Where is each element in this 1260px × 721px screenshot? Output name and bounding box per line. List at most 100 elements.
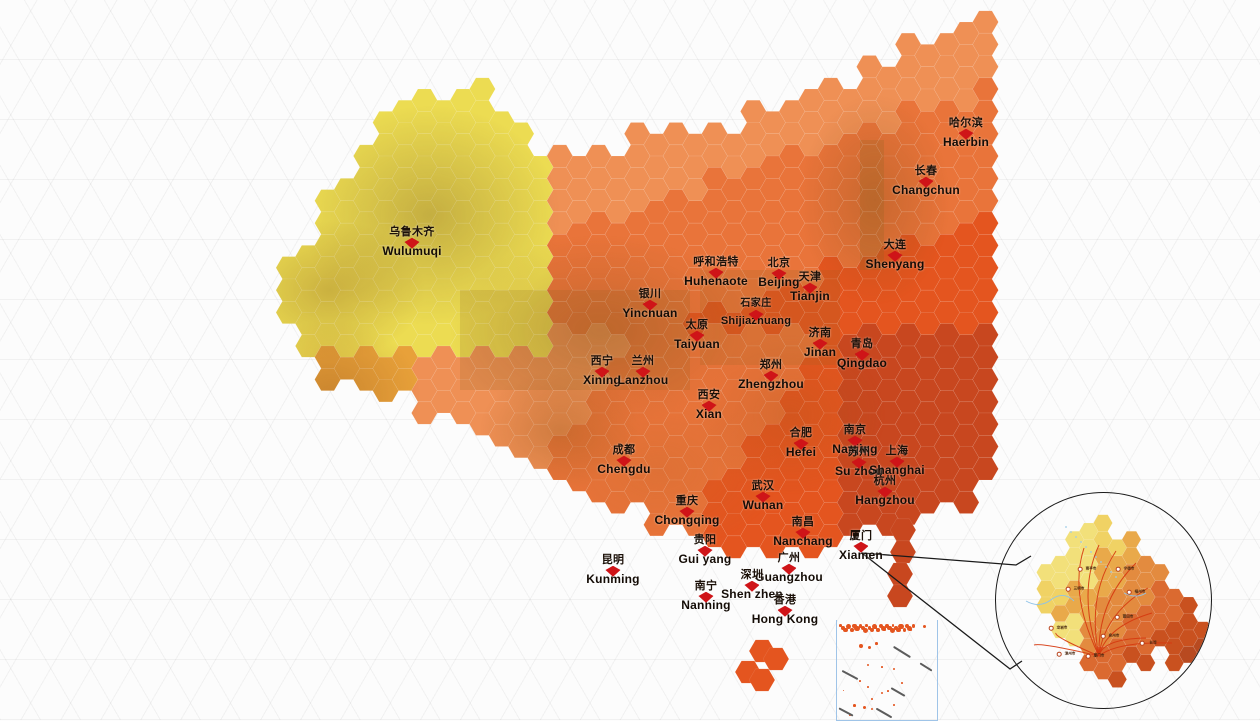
city-name-pinyin: Lanzhou — [617, 372, 669, 387]
map-pin-icon — [812, 338, 828, 350]
sea-island-dot — [911, 624, 916, 628]
map-pin-icon — [889, 456, 905, 468]
city-name-cn: 深圳 — [740, 568, 764, 581]
inset-city-label: 泉州市 — [1108, 633, 1120, 638]
city-label-wuhan[interactable]: 武汉 Wuhan — [743, 480, 784, 511]
city-label-xiamen[interactable]: 厦门 Xiamen — [839, 530, 883, 561]
city-name-pinyin: Beijing — [758, 274, 800, 289]
south-china-sea-inset — [836, 620, 938, 721]
hex-tile-hainan[interactable] — [762, 647, 790, 671]
sea-island-dot — [889, 628, 895, 634]
city-label-zhengzhou[interactable]: 郑州 Zhengzhou — [738, 358, 804, 390]
city-label-gui-yang[interactable]: 贵阳 Gui yang — [679, 534, 732, 565]
flow-line — [1055, 632, 1100, 657]
city-label-chengdu[interactable]: 成都 Chengdu — [597, 444, 650, 475]
city-label-hangzhou[interactable]: 杭州 Hangzhou — [855, 475, 915, 506]
city-label-beijing[interactable]: 北京 Beijing — [758, 257, 800, 289]
nine-dash-segment — [919, 662, 933, 672]
river-dot — [1115, 576, 1117, 578]
city-label-hefei[interactable]: 合肥 Hefei — [786, 427, 816, 458]
city-name-pinyin: Yinchuan — [622, 305, 678, 320]
city-name-cn: 长春 — [914, 164, 938, 177]
sea-island-dot — [881, 666, 883, 668]
sea-island-dot — [871, 708, 873, 710]
inset-hex-tile[interactable] — [1193, 654, 1211, 672]
city-label-taiyuan[interactable]: 太原 Taiyuan — [674, 319, 720, 351]
city-label-yinchuan[interactable]: 银川 Yinchuan — [622, 287, 678, 320]
city-label-shen-zhen[interactable]: 深圳 Shen zhen — [721, 568, 783, 600]
city-label-shenyang[interactable]: 大连 Shenyang — [866, 238, 925, 270]
city-label-huhehaote[interactable]: 呼和浩特 Huhehaote — [684, 255, 748, 287]
inset-city-dot — [1139, 640, 1145, 646]
inset-city-label: 台湾 — [1149, 640, 1157, 645]
hex-tile-hainan[interactable] — [748, 668, 776, 692]
city-name-pinyin: Xining — [583, 372, 621, 387]
city-label-kunming[interactable]: 昆明 Kunming — [586, 554, 639, 585]
city-name-cn: 哈尔滨 — [948, 116, 984, 129]
river-dot — [1095, 556, 1097, 558]
hex-tile[interactable] — [972, 457, 999, 481]
map-pin-icon — [777, 605, 793, 617]
city-label-jinan[interactable]: 济南 Jinan — [804, 326, 836, 358]
hex-tile-taiwan[interactable] — [886, 584, 914, 608]
city-label-qingdao[interactable]: 青岛 Qingdao — [837, 338, 887, 369]
city-label-guangzhou[interactable]: 广州 Guangzhou — [755, 552, 823, 583]
map-pin-icon — [781, 563, 797, 575]
river-line — [1025, 595, 1075, 605]
city-name-pinyin: Nanning — [681, 597, 731, 612]
inset-city-label: 龙岩市 — [1056, 625, 1068, 630]
sea-island-dot — [863, 706, 867, 710]
flow-line — [1098, 637, 1147, 657]
inset-city-label: 宁德市 — [1123, 566, 1135, 571]
inset-city-dot — [1056, 651, 1062, 657]
inset-hex-tile[interactable] — [1107, 670, 1127, 688]
city-name-pinyin: Changchun — [892, 182, 960, 197]
sea-island-dot — [899, 624, 902, 627]
sea-island-dot — [885, 624, 889, 628]
city-name-cn: 银川 — [638, 287, 662, 300]
city-label-tianjin[interactable]: 天津 Tianjin — [790, 271, 830, 302]
city-label-xining[interactable]: 西宁 Xining — [583, 355, 621, 387]
city-label-shijiazhuang[interactable]: 石家庄 Shijiazhuang — [721, 298, 791, 327]
city-label-lanzhou[interactable]: 兰州 Lanzhou — [617, 355, 669, 387]
hex-tile[interactable] — [952, 490, 980, 514]
sea-island-dot — [859, 680, 861, 682]
city-label-nanjing[interactable]: 南京 Nanjing — [832, 424, 877, 455]
city-label-xian[interactable]: 西安 Xian — [696, 388, 722, 420]
city-name-cn: 呼和浩特 — [693, 255, 739, 268]
city-label-hong-kong[interactable]: 香港 Hong Kong — [751, 594, 819, 626]
fujian-magnifier-inset[interactable]: 南平市 宁德市 三明市 福州市 莆田市 龙岩市 泉州市 漳州市 台湾 厦门市 — [995, 492, 1212, 709]
river-dot — [1100, 561, 1102, 563]
nine-dash-segment — [892, 645, 912, 659]
city-label-haerbin[interactable]: 哈尔滨 Haerbin — [943, 116, 989, 148]
city-label-chongqing[interactable]: 重庆 Chongqing — [654, 495, 719, 526]
sea-island-dot — [923, 625, 927, 629]
city-label-shanghai[interactable]: 上海 Shanghai — [869, 445, 925, 476]
city-name-cn: 西安 — [697, 388, 721, 401]
sea-island-dot — [909, 628, 912, 631]
city-name-pinyin: Nanchang — [773, 533, 833, 548]
city-label-wulumuqi[interactable]: 乌鲁木齐 Wulumuqi — [382, 226, 441, 257]
inset-city-dot — [1100, 633, 1106, 639]
inset-city-dot — [1077, 566, 1083, 572]
inset-hex-tile[interactable] — [1136, 654, 1156, 672]
inset-city-label: 南平市 — [1085, 566, 1097, 571]
city-name-cn: 大连 — [883, 238, 907, 251]
inset-city-label: 福州市 — [1134, 589, 1146, 594]
city-label-nanchang[interactable]: 南昌 Nanchang — [773, 516, 833, 548]
city-name-pinyin: Taiyuan — [674, 336, 720, 351]
city-name-cn: 济南 — [808, 326, 832, 339]
city-label-changchun[interactable]: 长春 Changchun — [892, 164, 960, 197]
city-label-nanning[interactable]: 南宁 Nanning — [681, 580, 731, 612]
city-name-pinyin: Hong Kong — [751, 611, 819, 626]
city-label-su-zhou[interactable]: 苏州 Su zhou — [835, 446, 883, 477]
city-name-cn: 郑州 — [759, 358, 783, 371]
river-dot — [1075, 536, 1077, 538]
river-dot — [1070, 531, 1072, 533]
inset-city-label: 三明市 — [1073, 586, 1085, 591]
sea-island-dot — [871, 698, 873, 700]
map-pin-icon — [697, 545, 713, 557]
hex-tile-taiwan[interactable] — [889, 540, 917, 564]
